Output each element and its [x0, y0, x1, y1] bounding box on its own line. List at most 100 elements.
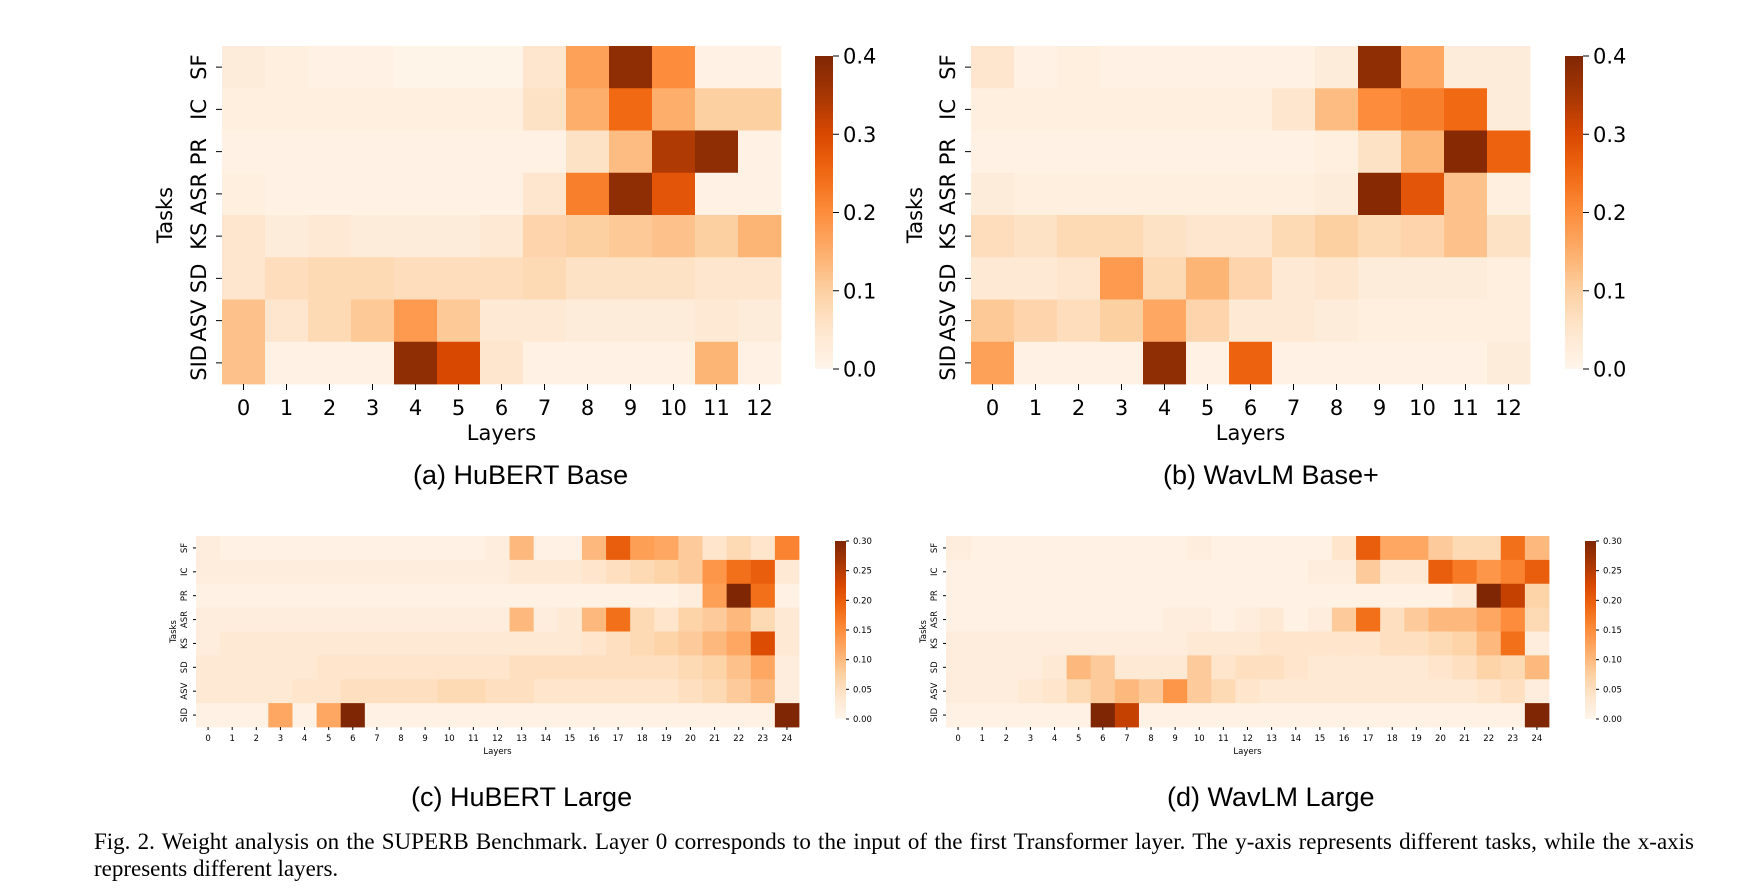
heatmap-cell-KS-7 [1114, 631, 1140, 656]
heatmap-cell-ASR-9 [609, 172, 653, 216]
heatmap-cell-SID-7 [1114, 703, 1140, 728]
heatmap-cell-SF-3 [351, 46, 395, 89]
heatmap-cell-ASV-18 [630, 679, 655, 704]
heatmap-cell-ASR-3 [351, 172, 395, 216]
heatmap-cell-KS-22 [726, 631, 752, 656]
heatmap-cell-PR-13 [509, 583, 535, 609]
heatmap-cell-PR-17 [1356, 583, 1381, 609]
heatmap-cell-PR-10 [1401, 130, 1445, 174]
heatmap-cell-ASV-23 [750, 679, 776, 704]
heatmap-cell-PR-3 [351, 130, 395, 174]
heatmap-cell-IC-11 [695, 88, 739, 131]
heatmap-cell-SF-22 [1476, 536, 1502, 561]
heatmap-cell-PR-6 [1090, 583, 1116, 609]
heatmap-cell-KS-23 [750, 631, 776, 656]
heatmap-cell-KS-21 [702, 631, 728, 656]
heatmap-cell-IC-21 [702, 559, 728, 585]
heatmap-cell-IC-8 [1315, 88, 1359, 131]
heatmap-cell-SD-12 [485, 655, 510, 680]
heatmap-cell-SID-13 [509, 703, 535, 728]
heatmap-cell-SD-8 [1315, 257, 1359, 300]
heatmap-cell-PR-3 [268, 583, 293, 609]
heatmap-cell-SD-20 [678, 655, 703, 680]
heatmap-cell-IC-24 [1524, 559, 1550, 585]
heatmap-cell-ASV-5 [1186, 299, 1230, 343]
heatmap-cell-KS-13 [1259, 631, 1285, 656]
heatmap-cell-PR-19 [1404, 583, 1429, 609]
heatmap-cell-IC-13 [1259, 559, 1285, 585]
heatmap-cell-ASV-6 [480, 299, 524, 343]
heatmap-cell-PR-6 [340, 583, 366, 609]
heatmap-cell-SD-14 [1283, 655, 1309, 680]
heatmap-cell-ASR-6 [340, 607, 366, 632]
heatmap-cell-IC-17 [1356, 559, 1381, 585]
heatmap-cell-IC-18 [630, 559, 655, 585]
heatmap-cell-SID-15 [557, 703, 583, 728]
heatmap-cell-IC-2 [1057, 88, 1101, 131]
heatmap-cell-ASV-21 [702, 679, 728, 704]
heatmap-cell-SID-5 [1066, 703, 1092, 728]
heatmap-cell-SD-2 [244, 655, 269, 680]
heatmap-cell-KS-11 [1211, 631, 1236, 656]
x-tick-label: 24 [782, 734, 793, 744]
heatmap-cell-PR-13 [1259, 583, 1285, 609]
heatmap-cell-SF-10 [1401, 46, 1445, 89]
heatmap-cell-ASR-1 [970, 607, 995, 632]
x-tick-label: 3 [1028, 734, 1033, 744]
heatmap-cell-ASR-18 [630, 607, 655, 632]
subfigure-a-label: (a) HuBERT Base [413, 460, 629, 490]
heatmap-cell-KS-2 [1057, 215, 1101, 258]
x-tick-label: 23 [757, 734, 768, 744]
heatmap-cell-SD-21 [702, 655, 728, 680]
heatmap-cell-ASR-10 [1401, 172, 1445, 216]
heatmap-cell-SID-5 [1186, 341, 1230, 385]
heatmap-cell-SID-7 [364, 703, 390, 728]
heatmap-cell-ASV-19 [654, 679, 679, 704]
heatmap-cell-SF-3 [1100, 46, 1144, 89]
heatmap-cell-ASV-16 [581, 679, 607, 704]
heatmap-cell-KS-13 [509, 631, 535, 656]
heatmap-cell-SD-2 [308, 257, 352, 300]
heatmap-cell-SID-8 [388, 703, 414, 728]
heatmap-cell-PR-3 [1100, 130, 1144, 174]
heatmap-cell-SF-17 [1356, 536, 1381, 561]
colorbar-tick-label: 0.1 [843, 279, 876, 303]
heatmap-cell-ASR-14 [533, 607, 559, 632]
heatmap-cell-PR-3 [1018, 583, 1043, 609]
y-tick-label: SD [936, 264, 960, 294]
heatmap-cell-ASR-6 [1090, 607, 1116, 632]
heatmap-cell-IC-0 [196, 559, 221, 585]
heatmap-cell-ASR-23 [1500, 607, 1526, 632]
heatmap-cell-PR-10 [652, 130, 696, 174]
heatmap-cell-SD-1 [265, 257, 309, 300]
colorbar-tick-label: 0.30 [853, 537, 872, 547]
heatmap-cell-ASV-14 [533, 679, 559, 704]
heatmap-cell-SF-2 [994, 536, 1019, 561]
x-tick-label: 2 [323, 396, 336, 420]
heatmap-cell-SD-14 [533, 655, 559, 680]
colorbar-tick-label: 0.15 [853, 626, 872, 636]
heatmap-cell-SID-16 [581, 703, 607, 728]
colorbar-tick-label: 0.00 [1603, 715, 1622, 725]
heatmap-cell-ASV-2 [244, 679, 269, 704]
heatmap-cell-SF-10 [1187, 536, 1212, 561]
heatmap-cell-IC-2 [994, 559, 1019, 585]
heatmap-cell-PR-9 [1163, 583, 1188, 609]
heatmap-cell-ASR-9 [1358, 172, 1402, 216]
heatmap-cell-IC-19 [1404, 559, 1429, 585]
heatmap-cell-ASV-15 [1307, 679, 1333, 704]
x-tick-label: 11 [703, 396, 730, 420]
heatmap-cell-IC-8 [1138, 559, 1164, 585]
heatmap-cell-SD-3 [1018, 655, 1043, 680]
heatmap-cell-SD-24 [1524, 655, 1550, 680]
heatmap-cell-ASV-1 [1014, 299, 1058, 343]
heatmap-cell-IC-4 [1143, 88, 1187, 131]
figure-caption: Fig. 2. Weight analysis on the SUPERB Be… [94, 829, 1694, 881]
heatmap-cell-SD-1 [970, 655, 995, 680]
x-tick-label: 15 [564, 734, 575, 744]
heatmap-cell-KS-2 [244, 631, 269, 656]
y-axis-title: Tasks [903, 187, 927, 244]
heatmap-cell-SD-8 [1138, 655, 1164, 680]
heatmap-cell-SF-9 [609, 46, 653, 89]
heatmap-cell-IC-11 [461, 559, 486, 585]
